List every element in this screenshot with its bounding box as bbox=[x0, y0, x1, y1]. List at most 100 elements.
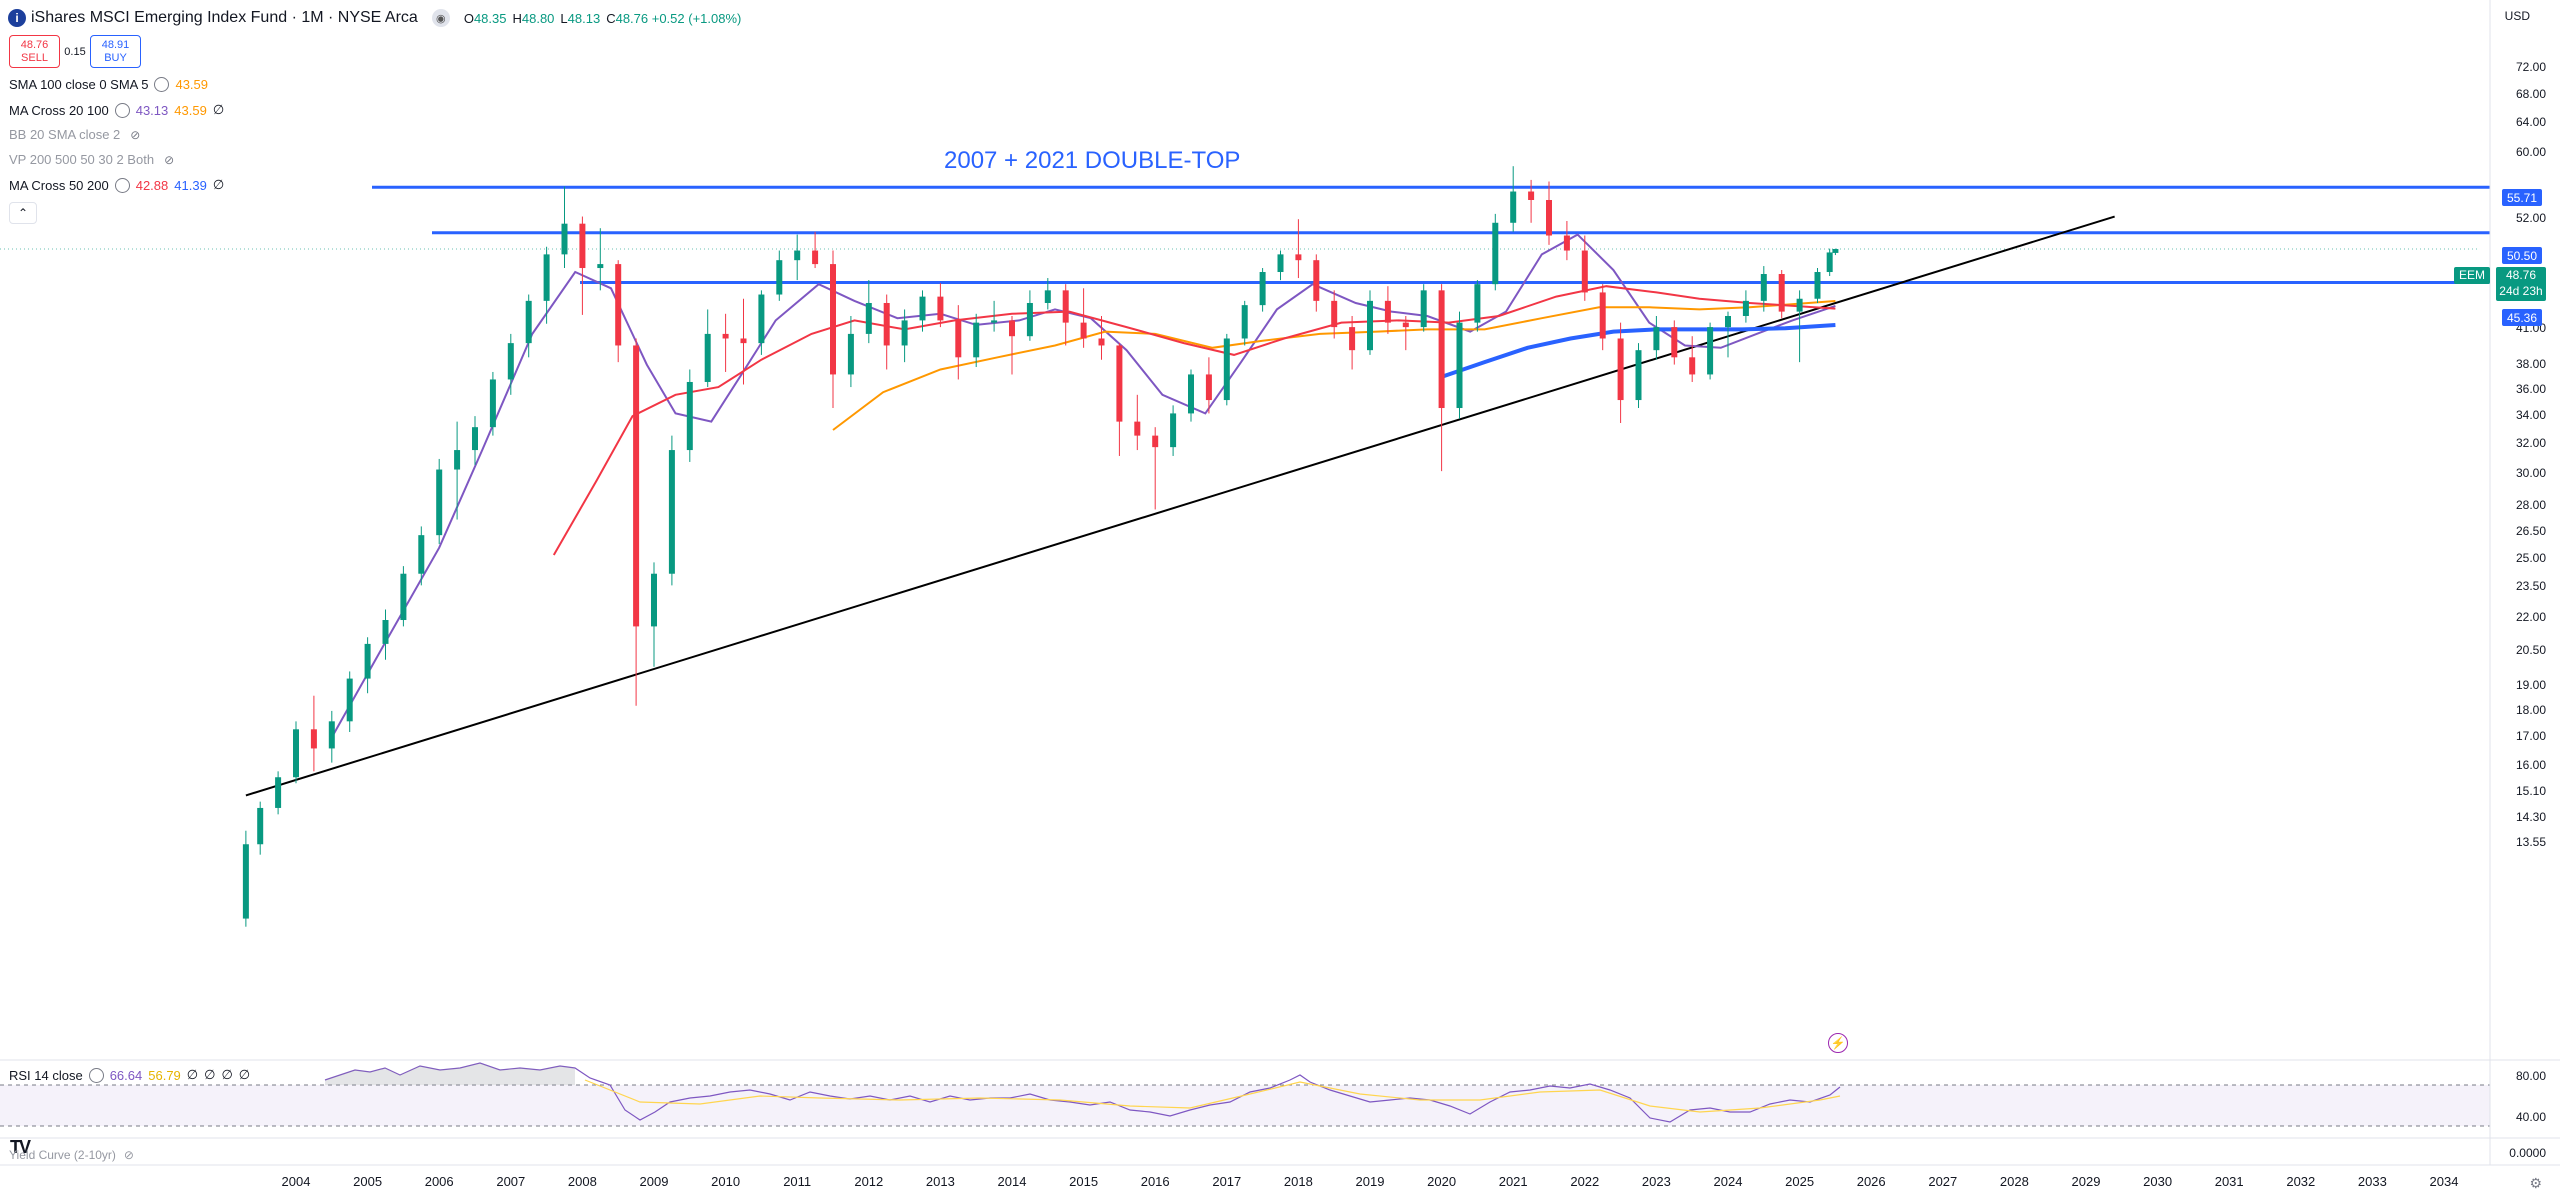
candle-body bbox=[1331, 300, 1338, 328]
price-tick: 17.00 bbox=[2515, 729, 2546, 744]
eye-off-icon[interactable]: ⊘ bbox=[164, 152, 175, 167]
candle bbox=[1116, 343, 1123, 456]
candle bbox=[1205, 357, 1212, 414]
price-tick: 36.00 bbox=[2515, 381, 2546, 396]
candle-body bbox=[1563, 235, 1570, 251]
buy-price: 48.91 bbox=[101, 38, 130, 51]
candle bbox=[1223, 333, 1230, 406]
indicator-name: VP 200 500 50 30 2 Both bbox=[9, 152, 155, 167]
symbol-tag: EEM bbox=[2454, 267, 2490, 284]
candle bbox=[794, 234, 801, 281]
candle bbox=[1725, 311, 1731, 358]
candle bbox=[418, 526, 425, 586]
level-tag: 50.50 bbox=[2502, 247, 2542, 264]
candle-body bbox=[1796, 298, 1803, 312]
candle-body bbox=[561, 223, 568, 255]
candle bbox=[507, 333, 514, 395]
rsi-tick: 80.00 bbox=[2515, 1069, 2546, 1083]
candle bbox=[633, 338, 640, 706]
candle bbox=[1295, 219, 1302, 279]
time-tick: 2033 bbox=[2357, 1174, 2387, 1189]
eye-icon[interactable]: ◉ bbox=[431, 9, 450, 27]
candle-body bbox=[1026, 302, 1033, 337]
candle bbox=[1617, 322, 1624, 423]
time-tick: 2030 bbox=[2143, 1174, 2173, 1189]
candle bbox=[1170, 405, 1177, 456]
candle bbox=[1384, 286, 1391, 334]
annotation-text[interactable]: 2007 + 2021 DOUBLE-TOP bbox=[944, 147, 1241, 174]
candles bbox=[242, 166, 1839, 927]
candle bbox=[310, 695, 317, 772]
rsi-extra: ∅ bbox=[186, 1067, 199, 1082]
candle-body bbox=[400, 573, 407, 621]
time-tick: 2028 bbox=[1999, 1174, 2029, 1189]
candle-body bbox=[1832, 249, 1839, 253]
candle bbox=[1349, 315, 1356, 370]
time-tick: 2027 bbox=[1928, 1174, 1958, 1189]
indicator-sma100[interactable]: SMA 100 close 0 SMA 5 43.59 bbox=[9, 77, 214, 92]
gear-icon[interactable]: ⚙ bbox=[2529, 1175, 2542, 1191]
candle bbox=[1742, 290, 1749, 323]
eye-off-icon[interactable]: ⊘ bbox=[123, 1148, 134, 1162]
chevron-up-icon[interactable]: ⌃ bbox=[9, 202, 37, 224]
candle-body bbox=[525, 300, 532, 344]
candle-body bbox=[1295, 254, 1302, 261]
candle bbox=[776, 250, 783, 301]
candle bbox=[758, 290, 765, 355]
eye-off-icon[interactable]: ⊘ bbox=[130, 127, 141, 142]
tradingview-logo-icon[interactable]: TV bbox=[10, 1137, 31, 1157]
sell-button[interactable]: 48.76 SELL bbox=[9, 35, 60, 68]
candle bbox=[1044, 278, 1051, 310]
candle bbox=[579, 216, 586, 315]
candle-body bbox=[1725, 315, 1731, 328]
candle-body bbox=[1581, 250, 1588, 293]
indicator-ma-cross-20-100[interactable]: MA Cross 20 100 43.13 43.59 ∅ bbox=[9, 102, 230, 118]
candle-body bbox=[651, 573, 657, 627]
ma-line bbox=[552, 285, 1836, 556]
indicator-vp[interactable]: VP 200 500 50 30 2 Both ⊘ bbox=[9, 152, 174, 167]
indicator-name: MA Cross 20 100 bbox=[9, 102, 109, 118]
indicator-value: ∅ bbox=[212, 102, 225, 117]
candle bbox=[1599, 284, 1606, 351]
indicator-bb[interactable]: BB 20 SMA close 2 ⊘ bbox=[9, 127, 140, 142]
time-tick: 2008 bbox=[567, 1174, 597, 1189]
time-tick: 2006 bbox=[424, 1174, 454, 1189]
candle bbox=[1420, 284, 1427, 332]
candle bbox=[1796, 290, 1803, 363]
candle-body bbox=[543, 254, 550, 301]
candle-body bbox=[1277, 254, 1284, 273]
indicator-ma-cross-50-200[interactable]: MA Cross 50 200 42.88 41.39 ∅ bbox=[9, 177, 230, 193]
symbol-logo[interactable]: i bbox=[8, 9, 26, 27]
settings-icon[interactable] bbox=[114, 177, 130, 193]
settings-icon[interactable] bbox=[114, 102, 130, 118]
buy-button[interactable]: 48.91 BUY bbox=[90, 35, 141, 68]
candle bbox=[1367, 290, 1373, 355]
candle-body bbox=[1152, 435, 1159, 448]
ohlc-open: O48.35 bbox=[463, 10, 507, 26]
indicator-name: MA Cross 50 200 bbox=[9, 177, 109, 193]
time-tick: 2017 bbox=[1212, 1174, 1242, 1189]
candle-body bbox=[1760, 274, 1767, 301]
rsi-legend[interactable]: RSI 14 close 66.64 56.79 ∅ ∅ ∅ ∅ bbox=[9, 1067, 256, 1083]
candle bbox=[830, 250, 836, 409]
candle-body bbox=[1671, 327, 1678, 358]
candle bbox=[1760, 266, 1767, 312]
currency-label[interactable]: USD bbox=[2504, 9, 2530, 23]
settings-icon[interactable] bbox=[88, 1067, 104, 1083]
candle-body bbox=[1707, 327, 1714, 375]
candle-body bbox=[794, 250, 801, 261]
yield-legend[interactable]: Yield Curve (2-10yr) ⊘ bbox=[9, 1148, 134, 1162]
time-tick: 2020 bbox=[1427, 1174, 1457, 1189]
indicator-value: 43.59 bbox=[175, 77, 209, 92]
candle bbox=[847, 315, 854, 388]
price-tick: 28.00 bbox=[2515, 498, 2546, 513]
candle-body bbox=[776, 260, 783, 295]
candle bbox=[275, 771, 282, 815]
level-tag: 45.36 bbox=[2502, 309, 2542, 326]
candle-body bbox=[310, 729, 317, 749]
candle bbox=[1402, 315, 1409, 351]
settings-icon[interactable] bbox=[154, 77, 170, 92]
symbol-title[interactable]: iShares MSCI Emerging Index Fund · 1M · … bbox=[31, 9, 418, 26]
lightning-icon[interactable]: ⚡ bbox=[1828, 1033, 1848, 1053]
